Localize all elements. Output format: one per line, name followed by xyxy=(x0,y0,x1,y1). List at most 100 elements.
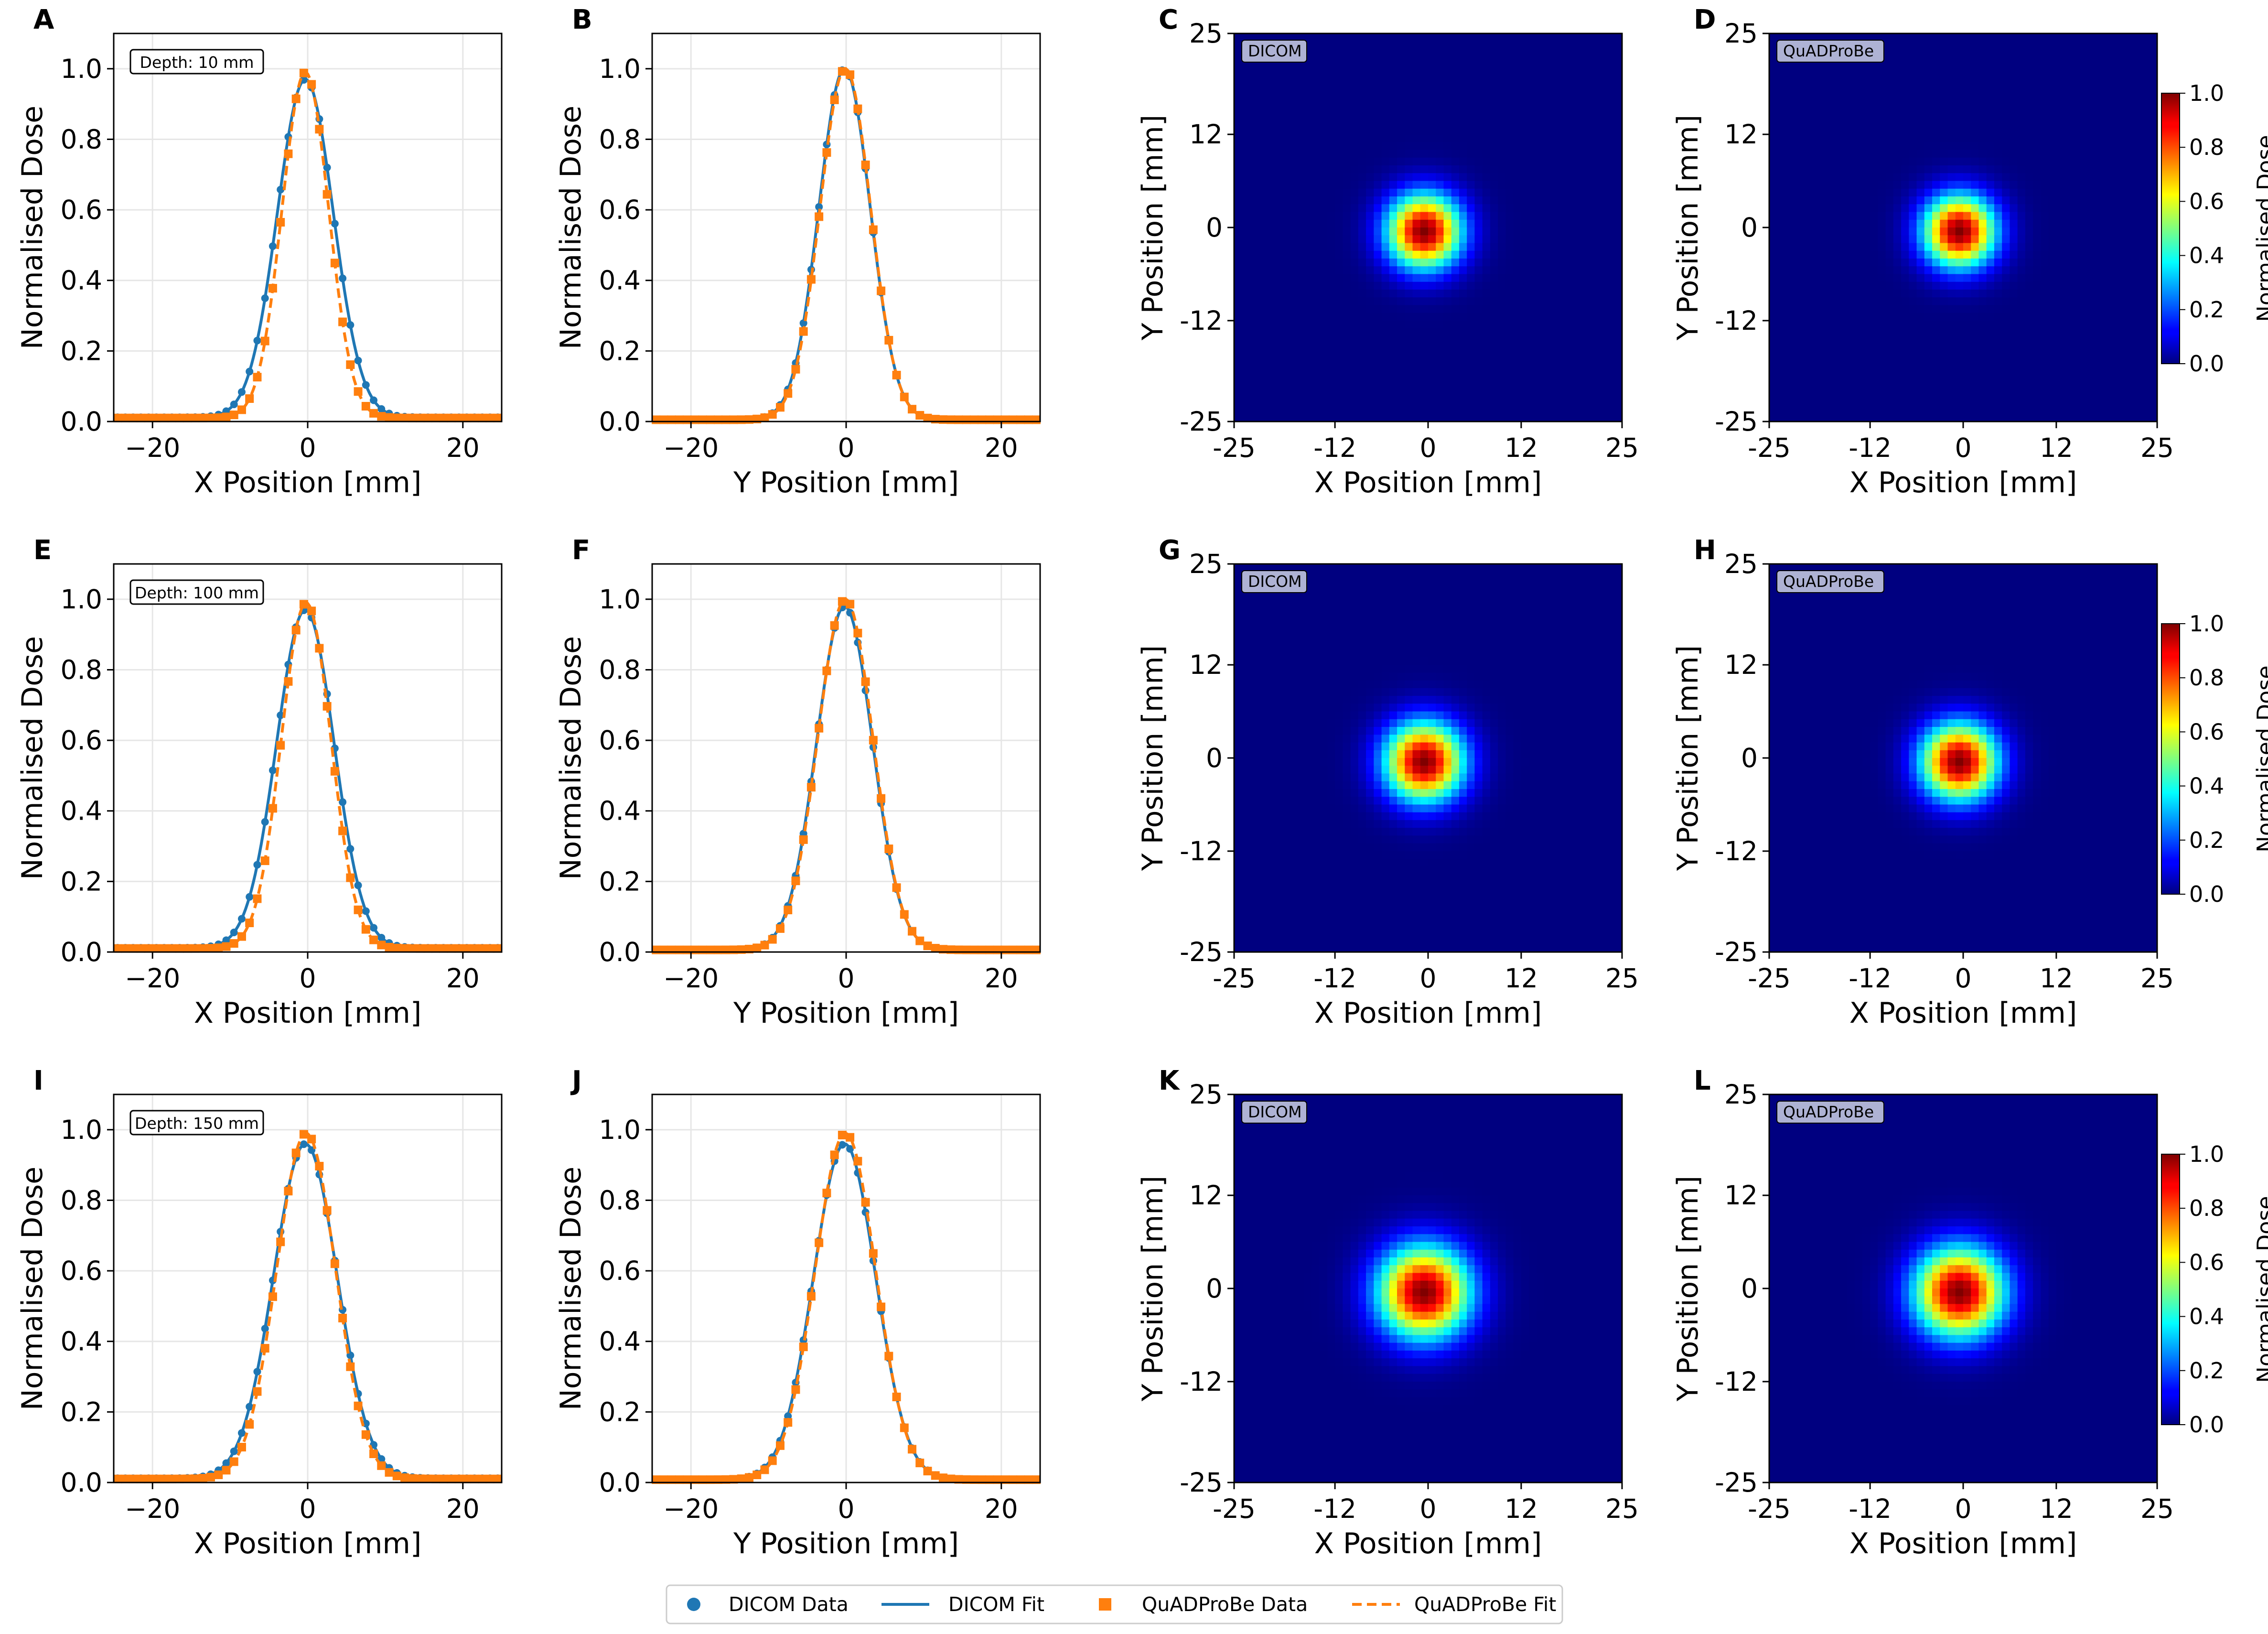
heatmap-cell xyxy=(1242,274,1250,282)
heatmap-cell xyxy=(1552,95,1560,104)
heatmap-cell xyxy=(1606,41,1615,50)
heatmap-cell xyxy=(1296,390,1304,399)
heatmap-cell xyxy=(2033,212,2041,220)
heatmap-cell xyxy=(1257,398,1266,407)
heatmap-cell xyxy=(1443,56,1452,65)
heatmap-cell xyxy=(1606,56,1615,65)
heatmap-cell xyxy=(1327,375,1335,383)
heatmap-cell xyxy=(1420,406,1429,414)
heatmap-cell xyxy=(2103,111,2111,119)
heatmap-cell xyxy=(1994,119,2002,127)
heatmap-cell xyxy=(1839,33,1847,42)
heatmap-cell xyxy=(2048,274,2057,282)
heatmap-cell xyxy=(1909,359,1917,368)
heatmap-cell xyxy=(1614,204,1623,213)
heatmap-cell xyxy=(1893,219,1902,228)
heatmap-cell xyxy=(1537,320,1545,329)
heatmap-cell xyxy=(1420,336,1429,345)
heatmap-cell xyxy=(1311,398,1320,407)
heatmap-cell xyxy=(1521,382,1529,391)
heatmap-cell xyxy=(1839,250,1847,259)
heatmap-cell xyxy=(1847,305,1855,314)
heatmap-cell xyxy=(1947,119,1956,127)
heatmap-cell xyxy=(1932,126,1940,135)
heatmap-cell xyxy=(2064,297,2072,305)
heatmap-cell xyxy=(2141,289,2150,298)
heatmap-cell xyxy=(1428,305,1436,314)
heatmap-cell xyxy=(1994,111,2002,119)
heatmap-cell xyxy=(2048,157,2057,166)
heatmap-cell xyxy=(1521,134,1529,142)
heatmap-cell xyxy=(1885,204,1894,213)
heatmap-cell xyxy=(2064,165,2072,173)
heatmap-cell xyxy=(1405,274,1413,282)
heatmap-cell xyxy=(1381,87,1390,96)
heatmap-cell xyxy=(1389,204,1397,213)
heatmap-cell xyxy=(1963,281,1971,290)
heatmap-cell xyxy=(1319,305,1328,314)
heatmap-cell xyxy=(1350,33,1359,42)
heatmap-cell xyxy=(1343,250,1351,259)
heatmap-cell xyxy=(2033,181,2041,189)
heatmap-cell xyxy=(1816,305,1824,314)
heatmap-cell xyxy=(1940,33,1948,42)
heatmap-cell xyxy=(1467,95,1475,104)
heatmap-cell xyxy=(1854,87,1863,96)
heatmap-cell xyxy=(1335,204,1343,213)
heatmap-cell xyxy=(2118,274,2127,282)
heatmap-cell xyxy=(1242,390,1250,399)
heatmap-cell xyxy=(1257,103,1266,111)
heatmap-cell xyxy=(1405,165,1413,173)
heatmap-cell xyxy=(1831,134,1839,142)
heatmap-cell xyxy=(1560,150,1568,158)
heatmap-cell xyxy=(1412,336,1421,345)
heatmap-cell xyxy=(2072,212,2080,220)
heatmap-cell xyxy=(1350,212,1359,220)
heatmap-cell xyxy=(1878,103,1886,111)
heatmap-cell xyxy=(1420,80,1429,88)
heatmap-cell xyxy=(1412,328,1421,336)
heatmap-cell xyxy=(1273,313,1281,321)
heatmap-cell xyxy=(2149,181,2158,189)
heatmap-cell xyxy=(1978,33,1987,42)
heatmap-cell xyxy=(1971,313,1979,321)
heatmap-cell xyxy=(1467,351,1475,360)
heatmap-cell xyxy=(2095,289,2103,298)
heatmap-cell xyxy=(1350,80,1359,88)
heatmap-cell xyxy=(1924,150,1933,158)
heatmap-cell xyxy=(1870,344,1878,352)
heatmap-cell xyxy=(1273,258,1281,267)
heatmap-cell xyxy=(1606,72,1615,81)
heatmap-cell xyxy=(1823,359,1832,368)
heatmap-cell xyxy=(2134,274,2142,282)
heatmap-cell xyxy=(1405,250,1413,259)
heatmap-cell xyxy=(1242,258,1250,267)
heatmap-cell xyxy=(1529,320,1537,329)
heatmap-cell xyxy=(1474,382,1483,391)
heatmap-cell xyxy=(1614,212,1623,220)
heatmap-cell xyxy=(2017,134,2026,142)
heatmap-cell xyxy=(1234,204,1242,213)
heatmap-cell xyxy=(1784,173,1793,182)
heatmap-cell xyxy=(1537,150,1545,158)
heatmap-cell xyxy=(1932,150,1940,158)
heatmap-cell xyxy=(1459,212,1467,220)
heatmap-cell xyxy=(1513,204,1522,213)
heatmap-cell xyxy=(1350,274,1359,282)
heatmap-cell xyxy=(2064,126,2072,135)
heatmap-cell xyxy=(1537,134,1545,142)
heatmap-cell xyxy=(1381,157,1390,166)
heatmap-cell xyxy=(2079,328,2088,336)
heatmap-cell xyxy=(1854,212,1863,220)
heatmap-cell xyxy=(1777,173,1785,182)
heatmap-cell xyxy=(1792,266,1801,275)
heatmap-cell xyxy=(1459,126,1467,135)
heatmap-cell xyxy=(1443,126,1452,135)
heatmap-cell xyxy=(1963,297,1971,305)
heatmap-cell xyxy=(2118,181,2127,189)
heatmap-cell xyxy=(1575,72,1584,81)
heatmap-cell xyxy=(1467,111,1475,119)
heatmap-cell xyxy=(2134,281,2142,290)
heatmap-cell xyxy=(1374,398,1382,407)
heatmap-cell xyxy=(1769,134,1777,142)
